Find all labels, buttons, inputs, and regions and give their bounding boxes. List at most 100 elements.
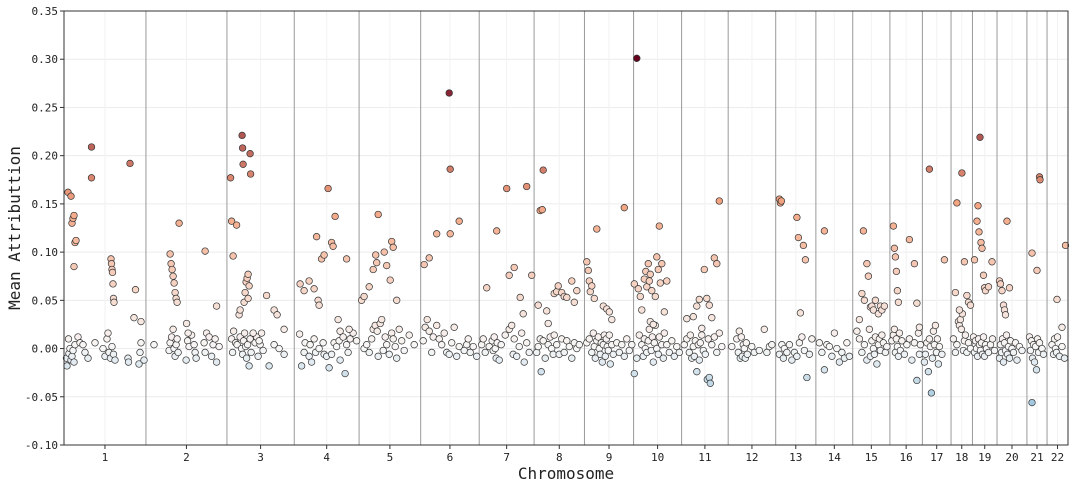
data-point — [510, 263, 518, 272]
x-tick-label: 22 — [1051, 451, 1064, 464]
data-point — [135, 360, 143, 368]
y-tick-label: 0.05 — [32, 294, 59, 307]
x-tick-label: 9 — [606, 451, 613, 464]
data-point — [420, 260, 428, 269]
data-point — [845, 352, 854, 360]
data-point — [628, 341, 636, 349]
data-point — [190, 341, 198, 349]
data-point — [800, 346, 809, 355]
data-point — [410, 341, 418, 349]
data-point — [892, 267, 901, 276]
data-point — [660, 308, 668, 316]
x-tick-label: 20 — [1005, 451, 1018, 464]
data-point — [300, 348, 308, 357]
data-point — [686, 331, 694, 339]
data-point — [715, 329, 723, 337]
data-point — [998, 287, 1006, 295]
data-point — [239, 160, 247, 168]
x-tick-label: 21 — [1030, 451, 1043, 464]
data-point — [238, 131, 246, 140]
data-point — [935, 342, 944, 351]
data-point — [598, 358, 606, 366]
data-point — [336, 327, 344, 335]
data-point — [400, 346, 408, 355]
data-point — [698, 324, 706, 332]
y-axis-title: Mean Attributtion — [5, 146, 24, 310]
data-point — [306, 341, 314, 349]
data-point — [743, 350, 751, 358]
y-tick-label: -0.10 — [25, 439, 58, 452]
data-points — [62, 54, 1070, 407]
data-point — [425, 254, 433, 262]
data-point — [226, 174, 235, 182]
data-point — [1061, 241, 1070, 250]
data-point — [259, 346, 267, 355]
data-point — [815, 339, 824, 347]
data-point — [873, 360, 881, 368]
data-point — [898, 337, 906, 345]
data-point — [110, 298, 118, 306]
data-point — [957, 325, 966, 333]
data-point — [438, 341, 446, 349]
x-tick-label: 17 — [930, 451, 943, 464]
data-point — [693, 302, 701, 310]
data-point — [590, 294, 598, 303]
data-point — [635, 331, 643, 339]
data-point — [378, 315, 386, 324]
data-point — [630, 280, 638, 288]
data-point — [793, 352, 801, 360]
data-point — [649, 358, 657, 366]
data-point — [255, 337, 263, 345]
data-point — [1060, 354, 1069, 362]
data-point — [883, 342, 891, 351]
data-point — [828, 352, 836, 360]
data-point — [182, 319, 191, 328]
data-point — [124, 358, 133, 366]
data-point — [963, 291, 971, 300]
data-point — [1001, 311, 1010, 319]
data-point — [715, 197, 723, 205]
data-point — [654, 350, 662, 358]
data-point — [593, 225, 601, 233]
data-point — [503, 184, 511, 193]
data-point — [297, 362, 306, 370]
data-point — [698, 331, 706, 339]
data-point — [398, 337, 406, 345]
data-point — [951, 288, 960, 297]
data-point — [869, 306, 878, 314]
data-point — [373, 327, 381, 335]
data-point — [653, 253, 661, 261]
data-point — [455, 342, 463, 351]
data-point — [280, 325, 288, 333]
data-point — [87, 174, 96, 182]
data-point — [604, 346, 612, 355]
data-point — [855, 315, 864, 324]
data-point — [890, 325, 899, 333]
data-point — [934, 360, 943, 368]
data-point — [515, 342, 523, 351]
data-point — [1039, 350, 1048, 358]
data-point — [665, 348, 673, 357]
data-point — [568, 277, 576, 285]
data-point — [363, 341, 371, 349]
data-point — [663, 277, 671, 285]
data-point — [280, 350, 288, 358]
data-point — [383, 341, 391, 349]
data-point — [379, 346, 387, 355]
data-point — [553, 341, 561, 349]
data-point — [140, 356, 148, 364]
data-point — [254, 352, 262, 360]
data-point — [755, 346, 763, 355]
data-point — [501, 331, 509, 339]
data-point — [270, 341, 278, 349]
data-point — [913, 299, 921, 307]
data-point — [961, 331, 970, 339]
data-point — [495, 356, 503, 364]
data-point — [365, 348, 373, 357]
data-point — [310, 335, 318, 343]
data-point — [615, 348, 623, 357]
data-point — [329, 242, 337, 250]
data-point — [706, 379, 714, 387]
data-point — [649, 320, 657, 329]
data-point — [999, 358, 1008, 366]
